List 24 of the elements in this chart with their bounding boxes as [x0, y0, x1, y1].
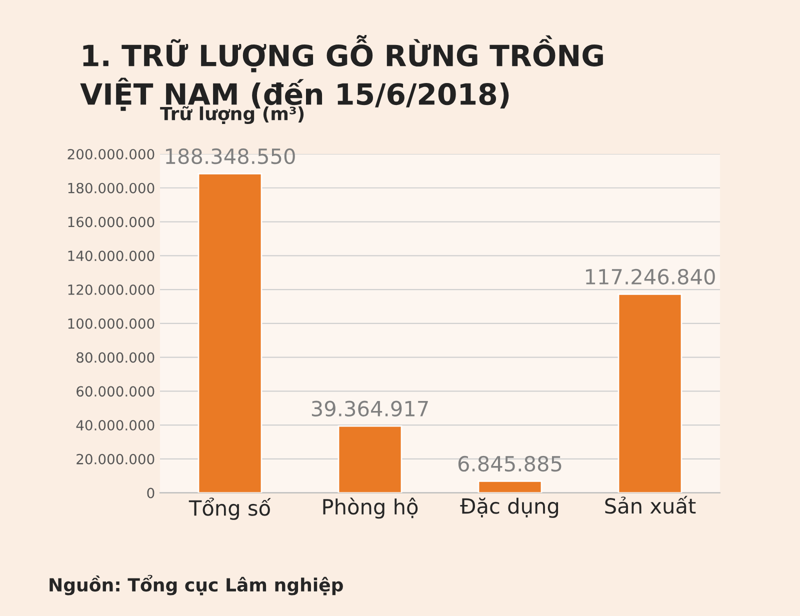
y-tick-label: 100.000.000 [68, 318, 154, 329]
y-tick-label: 80.000.000 [76, 352, 154, 363]
y-tick-label: 0 [147, 488, 154, 498]
x-tick-label: Phòng hộ [323, 498, 418, 519]
data-label: 6.845.885 [458, 456, 562, 472]
data-label: 117.246.840 [586, 268, 715, 285]
bar [338, 425, 402, 493]
data-label: 39.364.917 [312, 400, 428, 417]
y-tick-label: 40.000.000 [76, 420, 154, 431]
y-tick-label: 20.000.000 [76, 454, 154, 464]
y-tick-label: 200.000.000 [68, 148, 154, 160]
y-tick-label: 180.000.000 [68, 182, 154, 194]
bar [198, 173, 262, 493]
x-tick-label: Đặc dụng [460, 498, 558, 518]
y-tick-label: 160.000.000 [68, 216, 154, 228]
y-tick-label: 120.000.000 [68, 284, 154, 295]
x-tick-label: Sản xuất [605, 496, 696, 514]
y-tick-label: 60.000.000 [76, 386, 154, 397]
bar [618, 293, 682, 493]
x-tick-label: Tổng số [188, 498, 271, 520]
text: Nguồn: Tổng cục Lâm nghiệp [50, 574, 343, 596]
bar [478, 480, 542, 493]
y-tick-label: 140.000.000 [68, 250, 154, 262]
data-label: 188.348.550 [166, 148, 295, 164]
